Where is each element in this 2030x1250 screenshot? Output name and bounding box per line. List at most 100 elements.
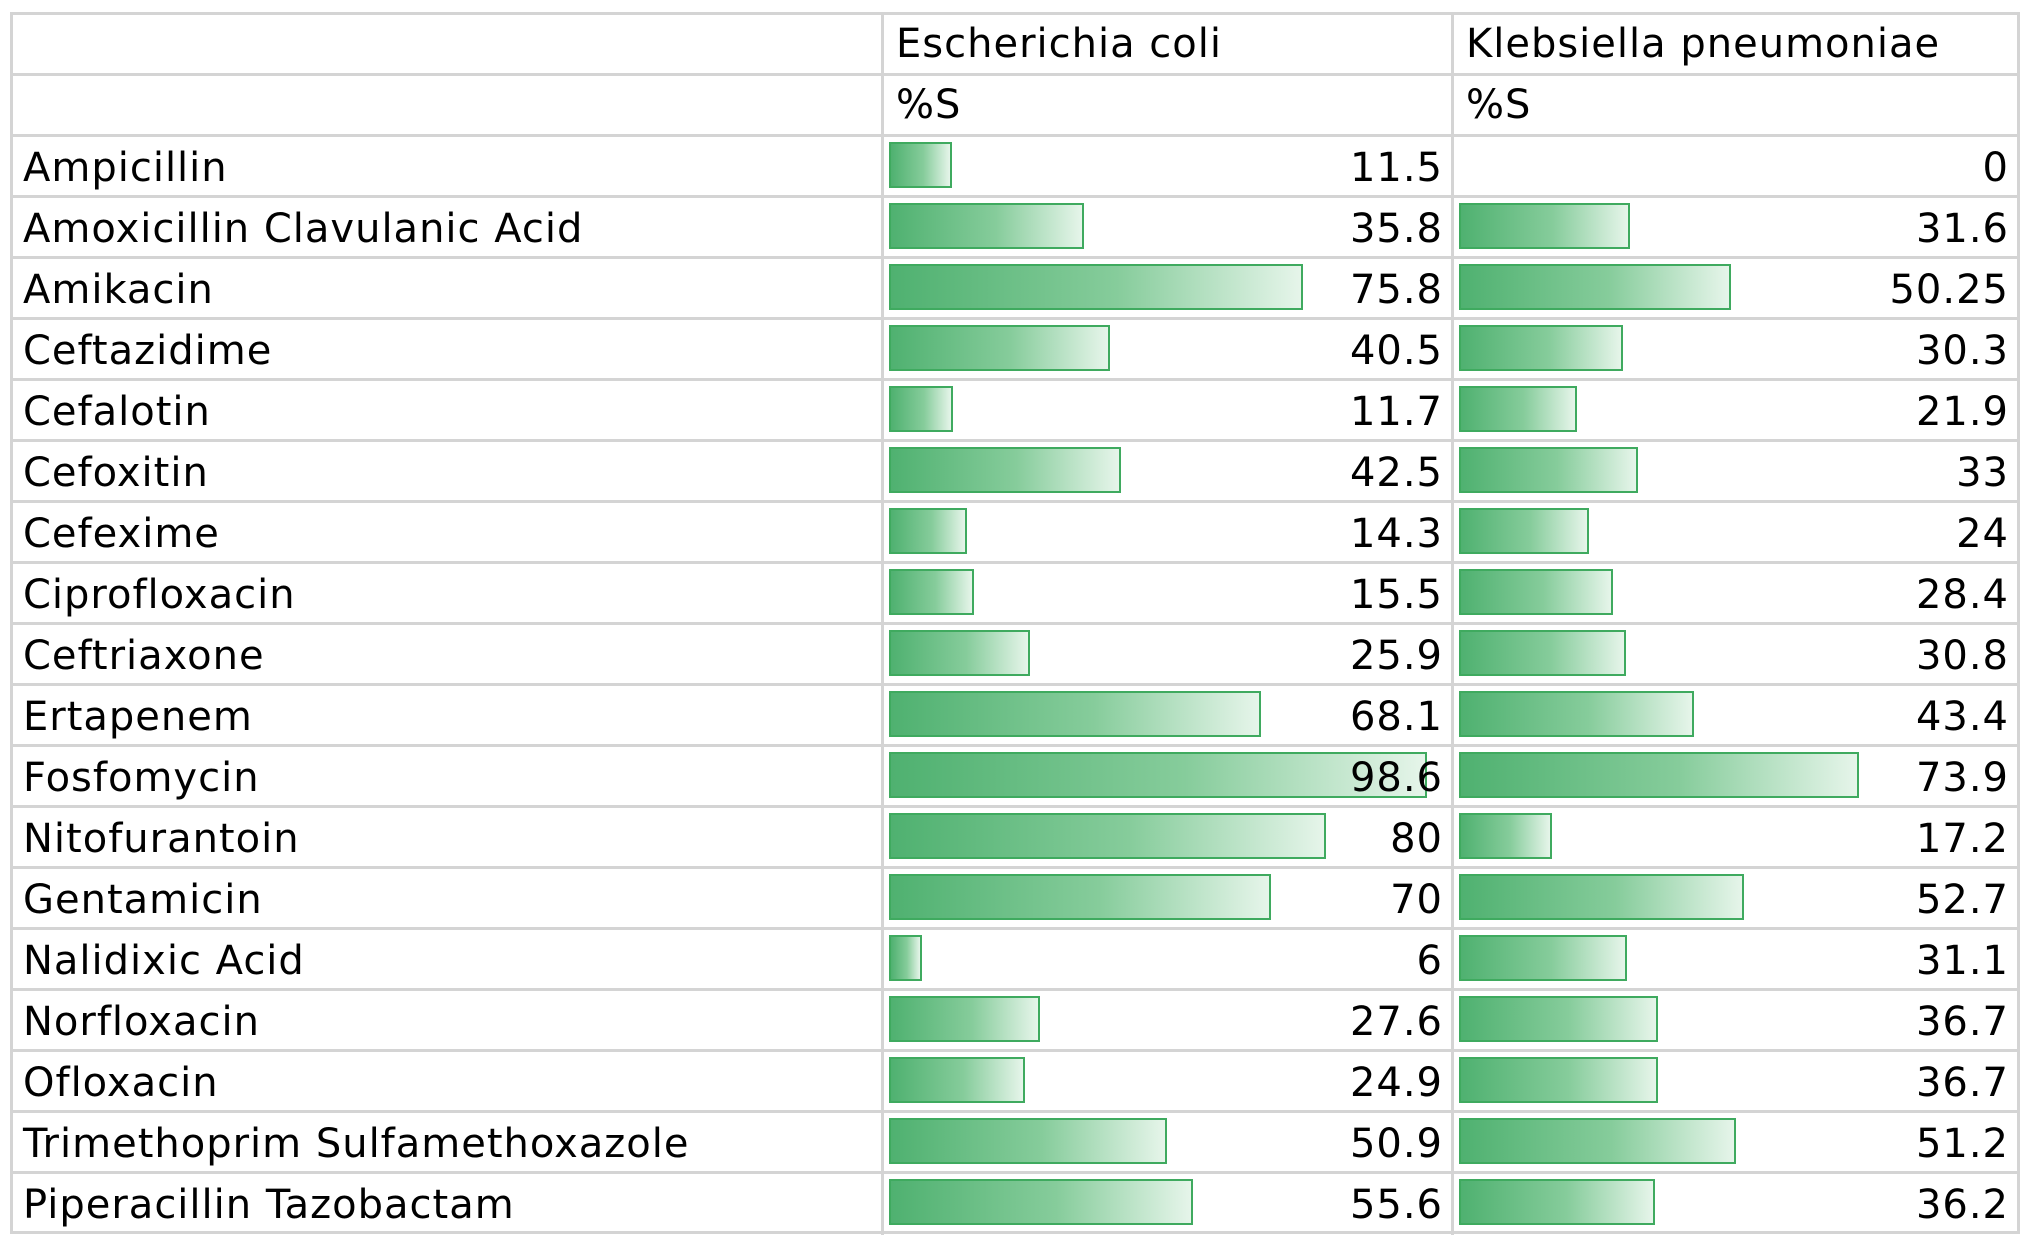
ecoli-data-bar bbox=[889, 996, 1040, 1042]
ecoli-value-cell: 75.8 bbox=[884, 259, 1454, 317]
subheader-cell-kpneumoniae: %S bbox=[1454, 76, 2017, 134]
ecoli-value-label: 6 bbox=[1416, 938, 1443, 984]
antibiotic-cell: Cefoxitin bbox=[13, 442, 884, 500]
kpneumoniae-data-bar bbox=[1459, 1118, 1736, 1164]
ecoli-value-label: 80 bbox=[1390, 816, 1443, 862]
kpneumoniae-data-bar bbox=[1459, 1179, 1655, 1225]
ecoli-value-cell: 68.1 bbox=[884, 686, 1454, 744]
kpneumoniae-value-label: 43.4 bbox=[1915, 694, 2009, 740]
kpneumoniae-data-bar bbox=[1459, 691, 1694, 737]
ecoli-data-bar bbox=[889, 1179, 1193, 1225]
ecoli-value-cell: 14.3 bbox=[884, 503, 1454, 561]
kpneumoniae-value-cell: 50.25 bbox=[1454, 259, 2017, 317]
kpneumoniae-data-bar bbox=[1459, 447, 1638, 493]
table-row: Ceftazidime 40.5 30.3 bbox=[13, 320, 2017, 381]
subheader-blank-cell bbox=[13, 76, 884, 134]
ecoli-data-bar bbox=[889, 630, 1031, 676]
kpneumoniae-value-label: 36.7 bbox=[1915, 1060, 2009, 1106]
ecoli-value-label: 70 bbox=[1390, 877, 1443, 923]
antibiotic-cell: Amoxicillin Clavulanic Acid bbox=[13, 198, 884, 256]
table-row: Fosfomycin 98.6 73.9 bbox=[13, 747, 2017, 808]
kpneumoniae-value-cell: 73.9 bbox=[1454, 747, 2017, 805]
ecoli-value-label: 14.3 bbox=[1349, 511, 1443, 557]
antibiotic-label: Cefexime bbox=[23, 511, 220, 557]
table-row: Ceftriaxone 25.9 30.8 bbox=[13, 625, 2017, 686]
ecoli-value-cell: 27.6 bbox=[884, 991, 1454, 1049]
antibiotic-cell: Nitofurantoin bbox=[13, 808, 884, 866]
ecoli-value-cell: 40.5 bbox=[884, 320, 1454, 378]
kpneumoniae-data-bar bbox=[1459, 203, 1630, 249]
table-row: Ciprofloxacin 15.5 28.4 bbox=[13, 564, 2017, 625]
antibiotic-cell: Cefalotin bbox=[13, 381, 884, 439]
ecoli-data-bar bbox=[889, 569, 974, 615]
antibiotic-label: Ertapenem bbox=[23, 694, 253, 740]
kpneumoniae-value-label: 0 bbox=[1982, 145, 2009, 191]
kpneumoniae-data-bar bbox=[1459, 1057, 1658, 1103]
ecoli-value-cell: 50.9 bbox=[884, 1113, 1454, 1171]
kpneumoniae-value-label: 30.3 bbox=[1915, 328, 2009, 374]
kpneumoniae-value-label: 30.8 bbox=[1915, 633, 2009, 679]
kpneumoniae-value-label: 51.2 bbox=[1915, 1121, 2009, 1167]
kpneumoniae-value-cell: 28.4 bbox=[1454, 564, 2017, 622]
ecoli-value-cell: 6 bbox=[884, 930, 1454, 988]
antibiotic-label: Nalidixic Acid bbox=[23, 938, 305, 984]
kpneumoniae-value-cell: 31.6 bbox=[1454, 198, 2017, 256]
ecoli-value-label: 68.1 bbox=[1349, 694, 1443, 740]
table-row: Amoxicillin Clavulanic Acid 35.8 31.6 bbox=[13, 198, 2017, 259]
ecoli-data-bar bbox=[889, 752, 1428, 798]
kpneumoniae-value-cell: 51.2 bbox=[1454, 1113, 2017, 1171]
antibiotic-label: Ceftriaxone bbox=[23, 633, 265, 679]
table-row: Ampicillin 11.5 0 bbox=[13, 137, 2017, 198]
ecoli-data-bar bbox=[889, 142, 952, 188]
ecoli-data-bar bbox=[889, 691, 1261, 737]
table-row: Nalidixic Acid 6 31.1 bbox=[13, 930, 2017, 991]
ecoli-value-label: 27.6 bbox=[1349, 999, 1443, 1045]
ecoli-data-bar bbox=[889, 813, 1326, 859]
ecoli-value-label: 40.5 bbox=[1349, 328, 1443, 374]
ecoli-value-label: 50.9 bbox=[1349, 1121, 1443, 1167]
kpneumoniae-data-bar bbox=[1459, 996, 1658, 1042]
kpneumoniae-value-cell: 33 bbox=[1454, 442, 2017, 500]
kpneumoniae-value-cell: 36.7 bbox=[1454, 991, 2017, 1049]
ecoli-data-bar bbox=[889, 508, 968, 554]
kpneumoniae-data-bar bbox=[1459, 264, 1731, 310]
ecoli-value-label: 15.5 bbox=[1349, 572, 1443, 618]
antibiotic-cell: Fosfomycin bbox=[13, 747, 884, 805]
kpneumoniae-value-label: 24 bbox=[1956, 511, 2009, 557]
kpneumoniae-value-label: 31.6 bbox=[1915, 206, 2009, 252]
kpneumoniae-value-cell: 36.2 bbox=[1454, 1174, 2017, 1235]
ecoli-data-bar bbox=[889, 1118, 1167, 1164]
ecoli-value-cell: 42.5 bbox=[884, 442, 1454, 500]
table-row: Ofloxacin 24.9 36.7 bbox=[13, 1052, 2017, 1113]
header-blank-cell bbox=[13, 15, 884, 73]
antibiotic-label: Ampicillin bbox=[23, 145, 228, 191]
antibiotic-label: Ceftazidime bbox=[23, 328, 273, 374]
antibiotic-cell: Amikacin bbox=[13, 259, 884, 317]
column-header-kpneumoniae: Klebsiella pneumoniae bbox=[1466, 21, 1941, 67]
ecoli-data-bar bbox=[889, 264, 1303, 310]
ecoli-value-cell: 70 bbox=[884, 869, 1454, 927]
header-cell-ecoli: Escherichia coli bbox=[884, 15, 1454, 73]
header-cell-kpneumoniae: Klebsiella pneumoniae bbox=[1454, 15, 2017, 73]
table-row: Piperacillin Tazobactam 55.6 36.2 bbox=[13, 1174, 2017, 1235]
kpneumoniae-value-label: 36.7 bbox=[1915, 999, 2009, 1045]
ecoli-value-label: 98.6 bbox=[1349, 755, 1443, 801]
kpneumoniae-value-cell: 30.3 bbox=[1454, 320, 2017, 378]
antibiotic-label: Fosfomycin bbox=[23, 755, 260, 801]
ecoli-value-label: 35.8 bbox=[1349, 206, 1443, 252]
table-row: Nitofurantoin 80 17.2 bbox=[13, 808, 2017, 869]
ecoli-data-bar bbox=[889, 325, 1111, 371]
antibiotic-label: Amikacin bbox=[23, 267, 214, 313]
ecoli-value-cell: 80 bbox=[884, 808, 1454, 866]
susceptibility-table: Escherichia coli Klebsiella pneumoniae %… bbox=[10, 12, 2020, 1235]
ecoli-value-cell: 55.6 bbox=[884, 1174, 1454, 1235]
antibiotic-cell: Cefexime bbox=[13, 503, 884, 561]
antibiotic-label: Piperacillin Tazobactam bbox=[23, 1182, 515, 1228]
antibiotic-label: Gentamicin bbox=[23, 877, 263, 923]
ecoli-value-cell: 15.5 bbox=[884, 564, 1454, 622]
subheader-ecoli: %S bbox=[896, 82, 962, 128]
ecoli-value-cell: 11.5 bbox=[884, 137, 1454, 195]
antibiotic-label: Cefoxitin bbox=[23, 450, 209, 496]
antibiotic-cell: Ciprofloxacin bbox=[13, 564, 884, 622]
ecoli-data-bar bbox=[889, 386, 953, 432]
